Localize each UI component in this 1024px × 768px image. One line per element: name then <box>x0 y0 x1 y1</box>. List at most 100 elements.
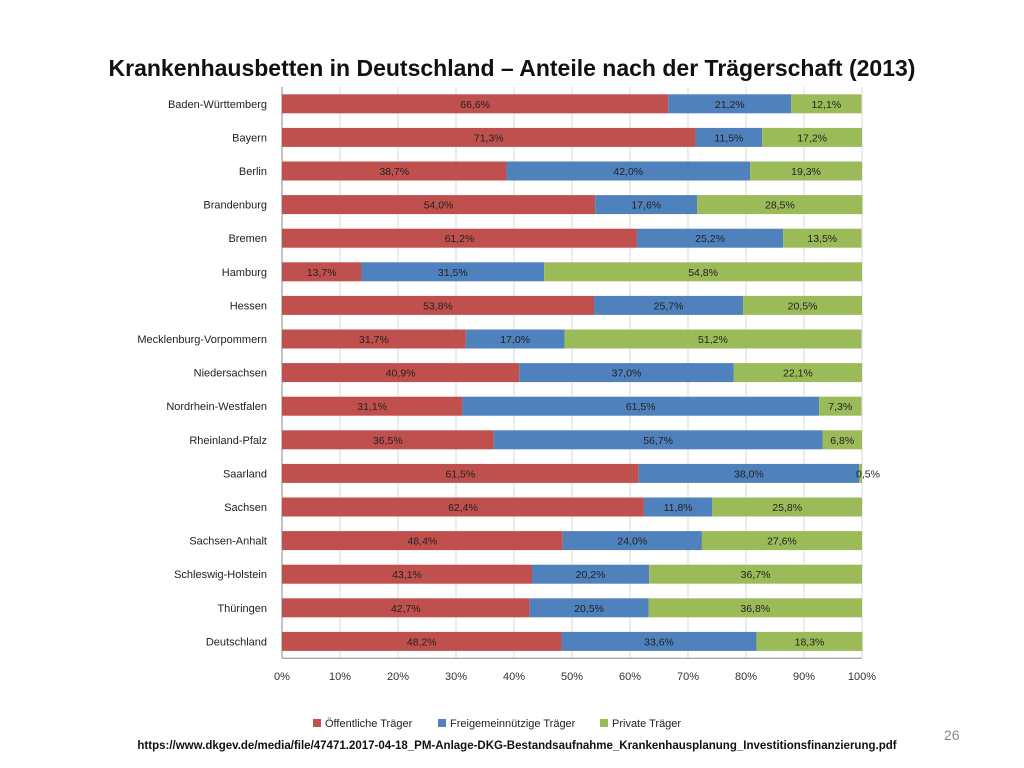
x-tick-label: 60% <box>619 671 641 683</box>
legend-swatch <box>438 719 446 727</box>
category-label: Thüringen <box>217 603 267 615</box>
data-label: 11,8% <box>664 502 693 514</box>
category-label: Hessen <box>230 300 267 312</box>
data-label: 38,0% <box>734 468 764 480</box>
bar-segment <box>649 564 862 584</box>
category-label: Sachsen <box>224 502 267 514</box>
data-label: 36,8% <box>740 603 770 615</box>
bar-segment <box>750 161 862 181</box>
category-label: Mecklenburg-Vorpommern <box>137 334 267 346</box>
bar-segment <box>695 127 763 147</box>
bar-segment <box>783 228 862 248</box>
data-label: 61,5% <box>626 401 656 413</box>
data-label: 20,5% <box>574 603 604 615</box>
bar-segment <box>701 531 862 551</box>
bar-segment <box>282 94 669 114</box>
x-tick-label: 30% <box>445 671 467 683</box>
category-label: Hamburg <box>222 267 267 279</box>
data-label: 56,7% <box>643 435 673 447</box>
bar-segment <box>756 631 863 651</box>
data-label: 11,5% <box>714 132 743 144</box>
bar-segment <box>282 295 595 315</box>
data-label: 21,2% <box>715 99 745 111</box>
data-label: 20,2% <box>576 569 606 581</box>
x-tick-label: 70% <box>677 671 699 683</box>
x-tick-label: 40% <box>503 671 525 683</box>
bar-segment <box>282 329 466 349</box>
data-label: 62,4% <box>448 502 478 514</box>
data-label: 36,5% <box>373 435 403 447</box>
data-label: 36,7% <box>741 569 771 581</box>
bar-segment <box>595 195 698 215</box>
bar-segment <box>282 228 637 248</box>
data-label: 28,5% <box>765 200 795 212</box>
data-label: 31,1% <box>357 401 387 413</box>
bar-segment <box>822 430 862 450</box>
data-label: 53,8% <box>423 300 453 312</box>
x-tick-label: 10% <box>329 671 351 683</box>
category-label: Sachsen-Anhalt <box>189 536 267 548</box>
bar-segment <box>562 531 702 551</box>
bar-segment <box>465 329 565 349</box>
bar-segment <box>282 262 362 282</box>
bar-segment <box>282 363 520 383</box>
legend-label: Öffentliche Träger <box>325 718 413 730</box>
bar-segment <box>819 396 862 416</box>
data-label: 37,0% <box>612 368 642 380</box>
bar-segment <box>506 161 751 181</box>
data-label: 51,2% <box>698 334 728 346</box>
bar-segment <box>282 531 563 551</box>
bar-segment <box>282 598 530 618</box>
data-label: 12,1% <box>811 99 841 111</box>
data-label: 40,9% <box>386 368 416 380</box>
bar-segment <box>638 463 860 483</box>
category-label: Brandenburg <box>203 200 267 212</box>
bar-segment <box>282 396 463 416</box>
data-label: 17,2% <box>797 132 827 144</box>
category-label: Saarland <box>223 468 267 480</box>
category-label: Niedersachsen <box>194 368 267 380</box>
data-label: 17,0% <box>500 334 530 346</box>
data-label: 61,5% <box>445 468 475 480</box>
data-label: 24,0% <box>617 536 647 548</box>
bar-segment <box>636 228 784 248</box>
bar-segment <box>561 631 757 651</box>
bar-segment <box>564 329 862 349</box>
data-label: 71,3% <box>474 132 504 144</box>
data-label: 6,8% <box>830 435 854 447</box>
bar-segment <box>791 94 862 114</box>
bar-segment <box>519 363 734 383</box>
x-tick-label: 80% <box>735 671 757 683</box>
x-tick-label: 100% <box>848 671 876 683</box>
bar-segment <box>282 161 507 181</box>
bar-segment <box>282 430 494 450</box>
category-label: Bayern <box>232 132 267 144</box>
data-label: 33,6% <box>644 636 674 648</box>
x-tick-label: 20% <box>387 671 409 683</box>
data-label: 42,0% <box>613 166 643 178</box>
bar-segment <box>361 262 545 282</box>
data-label: 17,6% <box>631 200 661 212</box>
bar-segment <box>282 463 639 483</box>
legend-swatch <box>313 719 321 727</box>
data-label: 31,5% <box>438 267 468 279</box>
data-label: 13,5% <box>807 233 837 245</box>
bar-segment <box>544 262 862 282</box>
bar-segment <box>668 94 792 114</box>
page-title: Krankenhausbetten in Deutschland – Antei… <box>108 55 916 81</box>
bar-segment <box>712 497 862 517</box>
category-label: Bremen <box>228 233 267 245</box>
data-label: 25,2% <box>695 233 725 245</box>
bar-segment <box>282 631 562 651</box>
data-label: 54,0% <box>424 200 454 212</box>
data-label: 0,5% <box>856 468 880 480</box>
bar-segment <box>282 195 596 215</box>
legend-label: Freigemeinnützige Träger <box>450 718 576 730</box>
bar-segment <box>282 497 644 517</box>
category-label: Berlin <box>239 166 267 178</box>
category-label: Rheinland-Pfalz <box>189 435 267 447</box>
bar-segment <box>462 396 820 416</box>
data-label: 7,3% <box>828 401 852 413</box>
data-label: 25,8% <box>772 502 802 514</box>
data-label: 31,7% <box>359 334 389 346</box>
